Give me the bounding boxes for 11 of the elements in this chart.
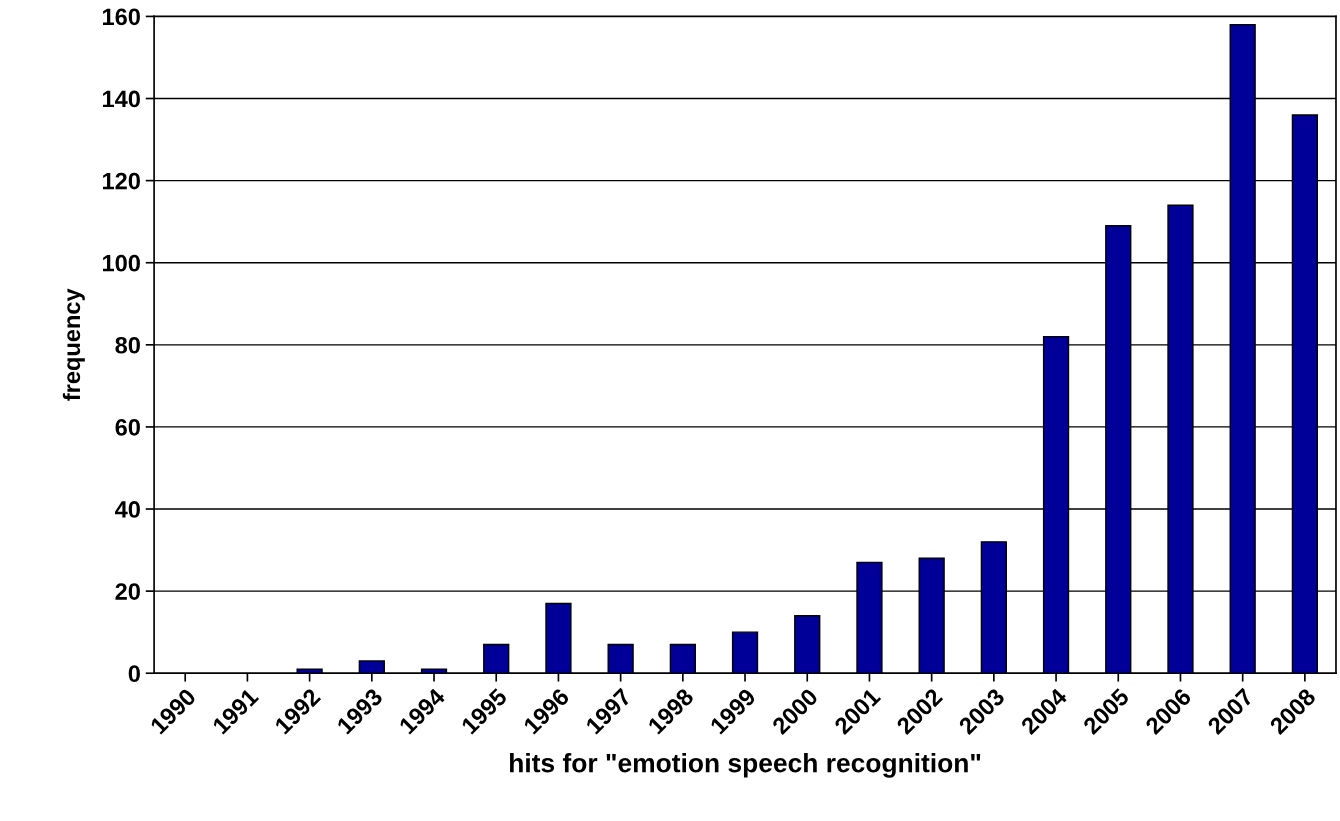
y-tick-label: 120 (103, 172, 140, 190)
x-axis-title: hits for "emotion speech recognition" (510, 753, 981, 778)
y-tick-label: 100 (103, 254, 140, 272)
y-tick-label: 140 (103, 90, 140, 108)
y-tick-label: 20 (115, 583, 140, 600)
y-tick-label: 0 (128, 665, 140, 683)
y-tick-label: 160 (103, 8, 140, 26)
y-tick-label: 40 (115, 501, 140, 518)
y-axis-title: frequency (62, 288, 85, 401)
y-tick-label: 80 (115, 336, 140, 354)
y-tick-label: 60 (115, 418, 140, 436)
